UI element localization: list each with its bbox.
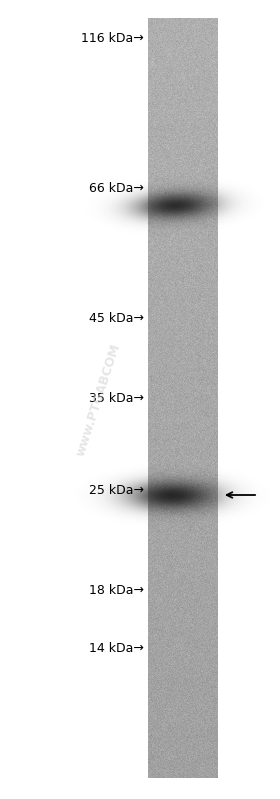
Text: 14 kDa→: 14 kDa→: [89, 642, 144, 654]
Text: www.PTGABCOM: www.PTGABCOM: [74, 341, 122, 458]
Text: 45 kDa→: 45 kDa→: [89, 312, 144, 324]
Text: 25 kDa→: 25 kDa→: [89, 483, 144, 496]
Text: 116 kDa→: 116 kDa→: [81, 31, 144, 45]
Text: 35 kDa→: 35 kDa→: [89, 392, 144, 404]
Text: 66 kDa→: 66 kDa→: [89, 181, 144, 194]
Text: 18 kDa→: 18 kDa→: [89, 583, 144, 597]
